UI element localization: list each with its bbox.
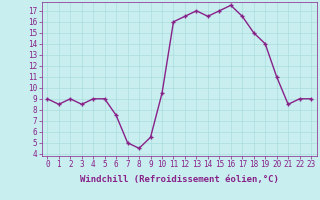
X-axis label: Windchill (Refroidissement éolien,°C): Windchill (Refroidissement éolien,°C)	[80, 175, 279, 184]
